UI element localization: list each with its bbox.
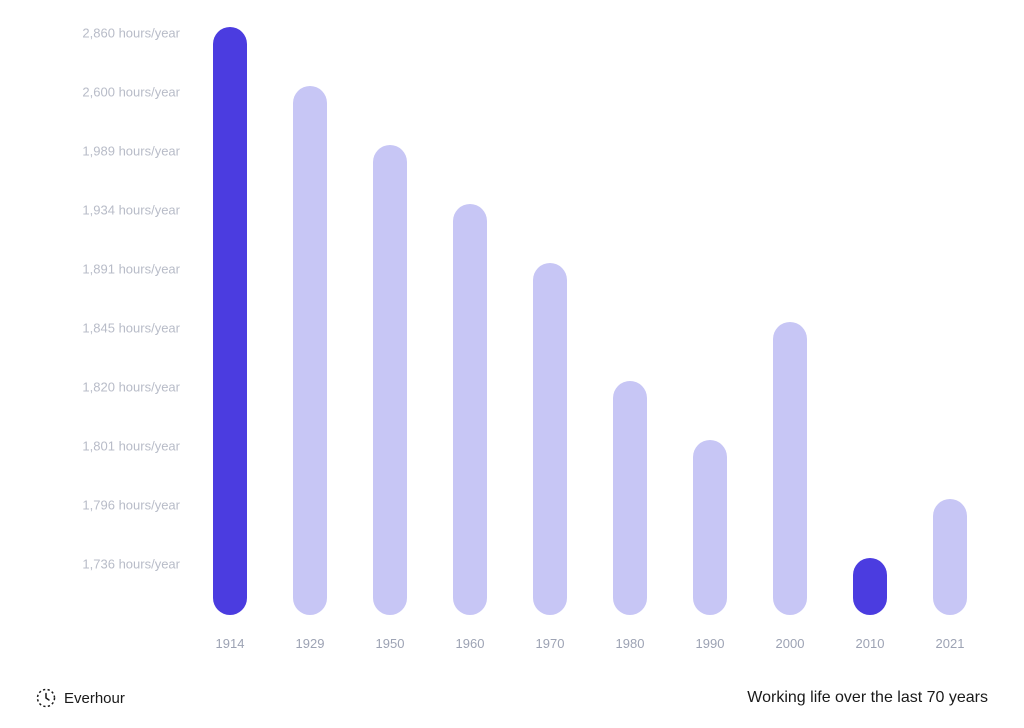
y-axis-tick-label: 1,801 hours/year [82,439,180,454]
bar [853,558,887,615]
x-axis-tick-label: 1980 [616,636,645,651]
y-axis-labels: 2,860 hours/year 2,600 hours/year 1,989 ho… [60,25,180,615]
x-axis-tick-label: 2000 [776,636,805,651]
plot-area [190,25,990,615]
x-axis-tick-label: 2010 [856,636,885,651]
chart-footer: Everhour Working life over the last 70 y… [36,688,988,708]
chart-caption: Working life over the last 70 years [747,689,988,707]
y-axis-tick-label: 1,736 hours/year [82,557,180,572]
chart-container: 2,860 hours/year 2,600 hours/year 1,989 ho… [0,0,1024,728]
y-axis-tick-label: 2,860 hours/year [82,26,180,41]
y-axis-tick-label: 1,796 hours/year [82,498,180,513]
x-axis-tick-label: 1970 [536,636,565,651]
x-axis-tick-label: 1929 [296,636,325,651]
y-axis-tick-label: 1,934 hours/year [82,203,180,218]
bar [933,499,967,615]
x-axis-labels: 1914 1929 1950 1960 1970 1980 1990 2000 2010 2021 [190,636,990,656]
bar [613,381,647,615]
x-axis-tick-label: 1914 [216,636,245,651]
y-axis-tick-label: 1,989 hours/year [82,144,180,159]
brand-name: Everhour [64,690,125,707]
y-axis-tick-label: 1,820 hours/year [82,380,180,395]
y-axis-tick-label: 2,600 hours/year [82,85,180,100]
x-axis-tick-label: 2021 [936,636,965,651]
brand: Everhour [36,688,125,708]
everhour-logo-icon [36,688,56,708]
bar [293,86,327,615]
bar [453,204,487,615]
bar [533,263,567,615]
y-axis-tick-label: 1,891 hours/year [82,262,180,277]
bar [213,27,247,615]
bar [693,440,727,615]
bar [773,322,807,615]
bar [373,145,407,615]
x-axis-tick-label: 1950 [376,636,405,651]
x-axis-tick-label: 1990 [696,636,725,651]
y-axis-tick-label: 1,845 hours/year [82,321,180,336]
x-axis-tick-label: 1960 [456,636,485,651]
